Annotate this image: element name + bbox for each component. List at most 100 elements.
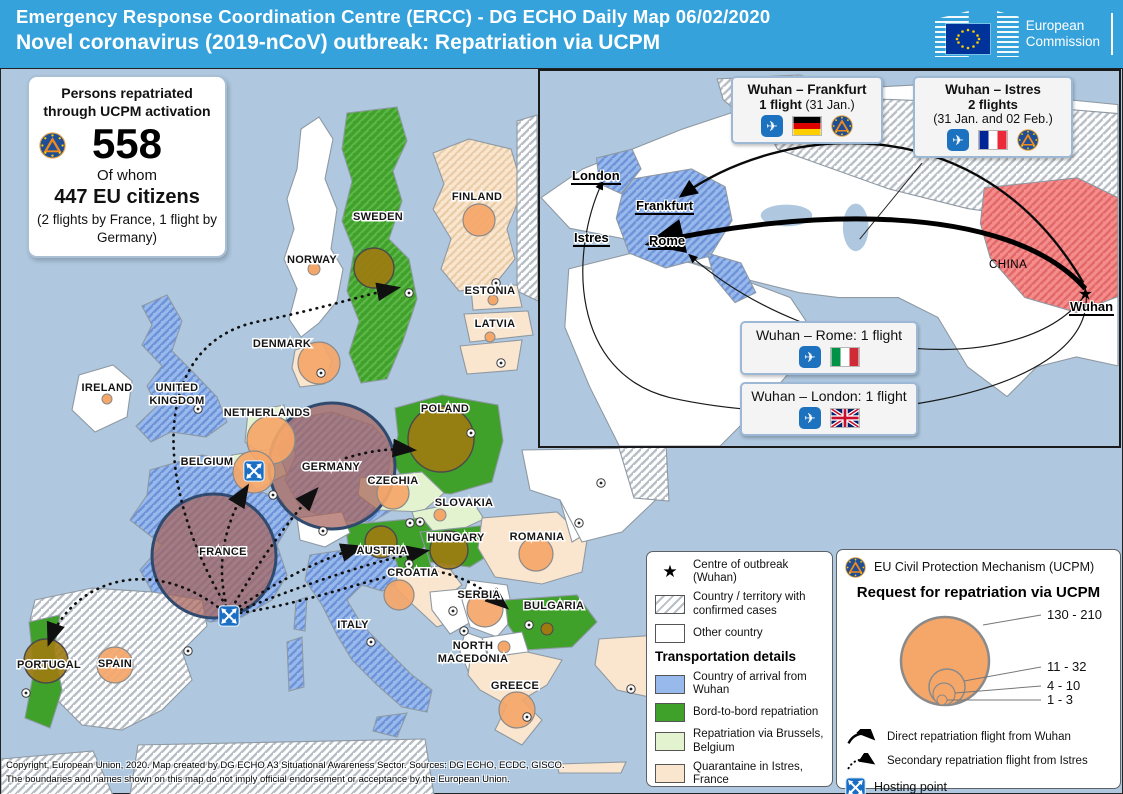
city-dot-center (527, 623, 531, 627)
ec-logo-divider (1111, 13, 1113, 55)
ucpm-logo-icon (845, 557, 866, 578)
legend-ucpm: EU Civil Protection Mechanism (UCPM) Req… (836, 549, 1121, 794)
repatriation-stats-box: Persons repatriated through UCPM activat… (27, 75, 227, 259)
request-circle-greece (498, 691, 536, 729)
city-dot-center (525, 715, 529, 719)
request-circle-slovakia (433, 508, 447, 522)
stats-note: (2 flights by France, 1 flight by German… (36, 212, 218, 245)
wuhan-outbreak-star-icon: ★ (1078, 285, 1093, 304)
istres-callout-leader-line (859, 162, 923, 240)
secondary-flight-arrow-belgium (220, 483, 250, 609)
size-label-130-210: 130 - 210 (1047, 607, 1102, 622)
secondary-flight-arrows (46, 282, 510, 647)
request-circle-bulgaria (540, 622, 554, 636)
size-label-11-32: 11 - 32 (1047, 659, 1087, 674)
city-dot-center (321, 529, 325, 533)
country-shape-russia-karelia (516, 114, 539, 302)
italy-flag-icon (831, 348, 859, 366)
country-label-italy: ITALY (337, 619, 369, 631)
ucpm-logo-icon (39, 132, 66, 159)
country-label-latvia: LATVIA (475, 318, 516, 330)
country-label-spain: SPAIN (98, 658, 132, 670)
city-dot-center (494, 281, 498, 285)
city-dot-center (462, 629, 466, 633)
country-shape-bulgaria (504, 594, 598, 651)
country-shape-sardinia (286, 636, 305, 692)
eu-flag-icon (945, 24, 990, 54)
request-circle-spain (96, 646, 134, 684)
quarantine-istres-swatch (655, 764, 685, 784)
request-circle-denmark (297, 341, 341, 385)
request-circle-romania (518, 536, 554, 572)
inset-label-china: CHINA (989, 259, 1028, 271)
secondary-flight-arrow-hungary (233, 545, 430, 614)
country-label-france: FRANCE (199, 546, 247, 558)
european-commission-logo: European Commission (934, 8, 1113, 60)
country-label-sweden: SWEDEN (353, 211, 403, 223)
hosting-point-brussels (243, 460, 265, 482)
europe-map-svg: IRELAND UNITED KINGDOM NORWAY SWEDEN FINLAND E… (1, 84, 724, 794)
city-dot-center (319, 371, 323, 375)
request-circle-ireland (101, 393, 113, 405)
country-shape-morocco (1, 750, 114, 794)
plane-icon: ✈ (947, 129, 969, 151)
country-label-finland: FINLAND (452, 191, 502, 203)
inset-label-rome: Rome (648, 233, 687, 251)
secondary-flight-arrow-icon (847, 753, 876, 770)
inset-caspian-sea (842, 203, 869, 252)
inset-world-map: ★ London Frankfurt Istres Rome CHINA Wuh… (538, 69, 1121, 448)
country-label-ireland: IRELAND (82, 382, 133, 394)
city-dot-center (369, 640, 373, 644)
country-shape-crete (556, 761, 627, 774)
country-label-greece: GREECE (491, 680, 539, 692)
city-dot-center (451, 609, 455, 613)
request-circle-croatia (383, 579, 415, 611)
main-map: IRELAND UNITED KINGDOM NORWAY SWEDEN FINLAND E… (0, 68, 1123, 794)
copyright-footer: Copyright, European Union, 2020. Map cre… (6, 759, 564, 787)
request-circle-norway (307, 262, 321, 276)
request-circle-poland (407, 405, 475, 473)
inset-label-istres: Istres (573, 230, 610, 248)
secondary-flight-arrow-poland (344, 438, 418, 460)
ec-logo-stripes-icon (996, 11, 1019, 57)
country-label-poland: POLAND (421, 403, 469, 415)
direct-flight-arrow-istres (644, 216, 1088, 291)
direct-flight-arrow-frankfurt (678, 142, 1085, 284)
request-circle-sweden (353, 247, 395, 289)
country-label-slovakia: SLOVAKIA (435, 497, 493, 509)
city-dot-center (271, 493, 275, 497)
stats-title: Persons repatriated through UCPM activat… (43, 85, 211, 119)
country-label-hungary: HUNGARY (427, 532, 485, 544)
country-labels: IRELAND UNITED KINGDOM NORWAY SWEDEN FINLAND E… (15, 190, 585, 694)
uk-flag-icon (831, 409, 859, 427)
legend-map-symbols: ★ Centre of outbreak (Wuhan) Country / t… (646, 551, 833, 787)
callout-wuhan-istres: Wuhan – Istres 2 flights (31 Jan. and 02… (913, 76, 1073, 158)
inset-label-frankfurt: Frankfurt (635, 198, 695, 216)
city-dot-center (469, 431, 473, 435)
germany-flag-icon (793, 117, 821, 135)
confirmed-cases-swatch (655, 595, 685, 615)
size-label-4-10: 4 - 10 (1047, 678, 1080, 693)
callout-wuhan-london: Wuhan – London: 1 flight ✈ (740, 382, 918, 436)
country-shape-latvia (463, 310, 534, 343)
country-shape-sweden (341, 106, 418, 384)
request-repatriation-header: Request for repatriation via UCPM (856, 584, 1101, 601)
secondary-flight-arrow-austria (232, 543, 365, 612)
city-dot-center (577, 521, 581, 525)
plane-icon: ✈ (799, 346, 821, 368)
country-label-united-kingdom: UNITED KINGDOM (149, 382, 204, 407)
country-label-denmark: DENMARK (253, 338, 311, 350)
country-shape-north-africa (129, 738, 435, 794)
header-bar: Emergency Response Coordination Centre (… (0, 0, 1123, 68)
country-label-czechia: CZECHIA (368, 475, 419, 487)
arrival-country-swatch (655, 674, 685, 694)
plane-icon: ✈ (799, 407, 821, 429)
country-label-romania: ROMANIA (510, 531, 565, 543)
map-title: Emergency Response Coordination Centre (… (16, 6, 771, 27)
france-flag-icon (979, 131, 1007, 149)
city-dot-center (196, 407, 200, 411)
ec-logo-text: European Commission (1025, 18, 1100, 49)
hosting-point-istres (218, 605, 240, 627)
country-label-north-macedonia: NORTH MACEDONIA (438, 640, 509, 665)
